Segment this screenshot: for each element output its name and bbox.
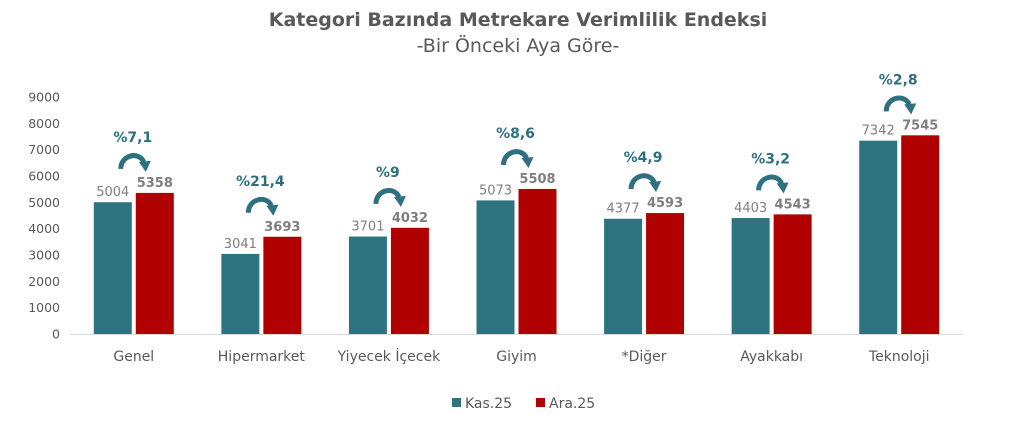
- y-tick-label: 4000: [28, 221, 60, 236]
- legend: Kas.25 Ara.25: [452, 396, 595, 412]
- chart-subtitle: -Bir Önceki Aya Göre-: [417, 34, 620, 57]
- x-tick-label: Hipermarket: [218, 349, 306, 365]
- data-label: 5358: [137, 176, 173, 191]
- bar-kas25: [348, 236, 387, 334]
- category-group: 5073 5508: [476, 172, 557, 334]
- bar-ara25: [390, 227, 429, 334]
- data-label: 4377: [607, 202, 640, 217]
- bar-ara25: [135, 192, 174, 334]
- x-tick-label: Genel: [113, 349, 154, 365]
- bar-kas25: [604, 218, 643, 334]
- change-percent: %9: [376, 165, 400, 181]
- category-group: 3701 4032: [348, 211, 429, 334]
- legend-swatch: [452, 398, 461, 407]
- category-group: 4377 4593: [604, 196, 685, 334]
- data-label: 3693: [264, 220, 300, 235]
- change-percent: %7,1: [113, 130, 152, 146]
- curved-arrow-icon: [756, 174, 789, 194]
- bar-ara25: [646, 213, 685, 334]
- bar-kas25: [221, 253, 260, 334]
- curved-arrow-icon: [118, 153, 151, 172]
- chart-title: Kategori Bazında Metrekare Verimlilik En…: [269, 9, 768, 31]
- data-label: 5073: [479, 183, 512, 198]
- category-group: 4403 4543: [731, 197, 812, 334]
- y-tick-label: 5000: [28, 195, 60, 210]
- category-group: 5004 5358: [93, 176, 174, 334]
- curved-arrow-icon: [883, 95, 917, 115]
- y-tick-label: 9000: [28, 90, 60, 105]
- x-tick-label: Giyim: [496, 349, 537, 365]
- bar-kas25: [731, 218, 770, 334]
- legend-item: Kas.25: [452, 396, 512, 412]
- y-tick-label: 8000: [28, 116, 60, 131]
- data-label: 5508: [519, 172, 555, 187]
- legend-item: Ara.25: [536, 396, 595, 412]
- x-tick-label: Yiyecek İçecek: [337, 347, 441, 365]
- bar-ara25: [773, 214, 812, 334]
- change-percent: %21,4: [236, 174, 285, 190]
- curved-arrow-icon: [628, 173, 662, 193]
- data-label: 4543: [775, 197, 811, 212]
- x-tick-label: Ayakkabı: [740, 349, 803, 365]
- bar-ara25: [518, 188, 557, 334]
- change-percent: %4,9: [624, 150, 663, 166]
- curved-arrow-icon: [501, 149, 534, 168]
- curved-arrow-icon: [245, 196, 279, 216]
- x-tick-label: *Diğer: [622, 349, 667, 365]
- data-label: 5004: [96, 185, 129, 200]
- legend-label: Ara.25: [549, 396, 595, 412]
- legend-label: Kas.25: [465, 396, 512, 412]
- curved-arrow-icon: [373, 188, 406, 207]
- category-group: 3041 3693: [221, 220, 302, 334]
- data-label: 3701: [351, 220, 384, 235]
- y-tick-label: 2000: [28, 274, 60, 289]
- bar-kas25: [859, 140, 898, 334]
- change-annotations: %7,1 %21,4 %9 %8,6 %4,9 %3,2 %2,8: [113, 72, 918, 216]
- x-tick-label: Teknoloji: [868, 349, 930, 365]
- y-tick-label: 1000: [28, 300, 60, 315]
- y-tick-label: 6000: [28, 169, 60, 184]
- bar-kas25: [476, 200, 515, 334]
- data-label: 7342: [862, 124, 895, 139]
- y-tick-label: 3000: [28, 248, 60, 263]
- y-tick-label: 7000: [28, 142, 60, 157]
- bar-ara25: [263, 236, 302, 334]
- y-tick-label: 0: [52, 327, 60, 342]
- legend-swatch: [536, 398, 545, 407]
- bar-kas25: [93, 202, 132, 334]
- y-axis: 0 1000 2000 3000 4000 5000 6000 7000 8000 9000: [28, 90, 60, 342]
- data-label: 4593: [647, 196, 683, 211]
- data-label: 3041: [224, 237, 257, 252]
- x-axis: Genel Hipermarket Yiyecek İçecek Giyim *Diğe…: [70, 334, 963, 365]
- category-group: 7342 7545: [859, 118, 940, 334]
- data-label: 4403: [734, 201, 767, 216]
- change-percent: %8,6: [496, 126, 535, 142]
- change-percent: %3,2: [751, 151, 790, 167]
- change-percent: %2,8: [879, 72, 918, 88]
- data-label: 4032: [392, 211, 428, 226]
- data-label: 7545: [902, 118, 938, 133]
- bar-ara25: [901, 135, 940, 334]
- bars: 5004 5358 3041 3693 3701 4032 5073 5508 4377 4593…: [93, 118, 940, 334]
